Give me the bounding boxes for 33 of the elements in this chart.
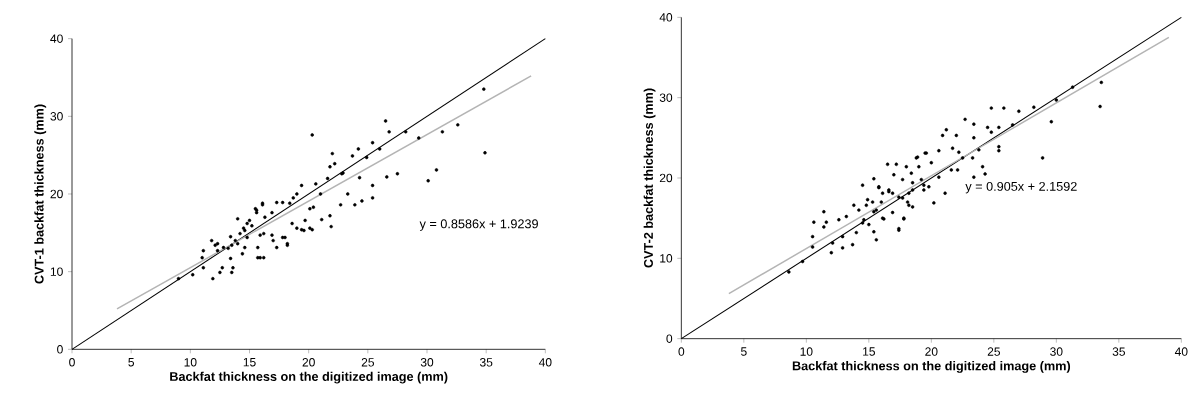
x-axis-title: Backfat thickness on the digitized image (mm) — [170, 371, 448, 384]
x-tick-label: 15 — [243, 358, 256, 367]
x-tick-label: 35 — [479, 358, 493, 367]
x-tick-label: 5 — [740, 347, 747, 356]
y-tick-label: 10 — [660, 254, 673, 263]
x-tick-label: 10 — [184, 358, 197, 367]
x-tick-label: 40 — [1174, 347, 1188, 357]
y-tick-label: 30 — [659, 93, 673, 103]
x-tick-label: 25 — [361, 358, 375, 367]
x-axis-title: Backfat thickness on the digitized image (mm) — [792, 361, 1071, 374]
y-axis-title: CVT-1 backfat thickness (mm) — [34, 104, 47, 284]
y-tick-label: 20 — [50, 189, 63, 199]
y-tick-label: 0 — [666, 334, 673, 344]
y-axis-title: CVT-2 backfat thickness (mm) — [643, 88, 656, 268]
x-tick-label: 20 — [302, 358, 315, 367]
annotation: y = 0.905x + 2.1592 — [965, 182, 1077, 194]
x-tick-label: 30 — [1050, 347, 1063, 357]
y-tick-label: 40 — [659, 13, 673, 22]
x-tick-label: 0 — [69, 358, 75, 367]
x-tick-label: 30 — [420, 358, 434, 367]
annotation: y = 0.8586x + 1.9239 — [419, 219, 538, 231]
y-tick-label: 10 — [50, 267, 63, 277]
x-tick-label: 15 — [863, 347, 876, 356]
x-tick-label: 40 — [538, 358, 552, 367]
x-tick-label: 20 — [925, 347, 938, 357]
x-tick-label: 25 — [987, 347, 1000, 357]
x-tick-label: 10 — [800, 347, 813, 357]
x-tick-label: 35 — [1112, 347, 1125, 357]
y-tick-label: 40 — [50, 34, 63, 44]
x-tick-label: 5 — [128, 358, 135, 367]
y-tick-label: 30 — [50, 112, 63, 121]
y-tick-label: 20 — [659, 173, 673, 183]
x-tick-label: 0 — [678, 347, 685, 357]
